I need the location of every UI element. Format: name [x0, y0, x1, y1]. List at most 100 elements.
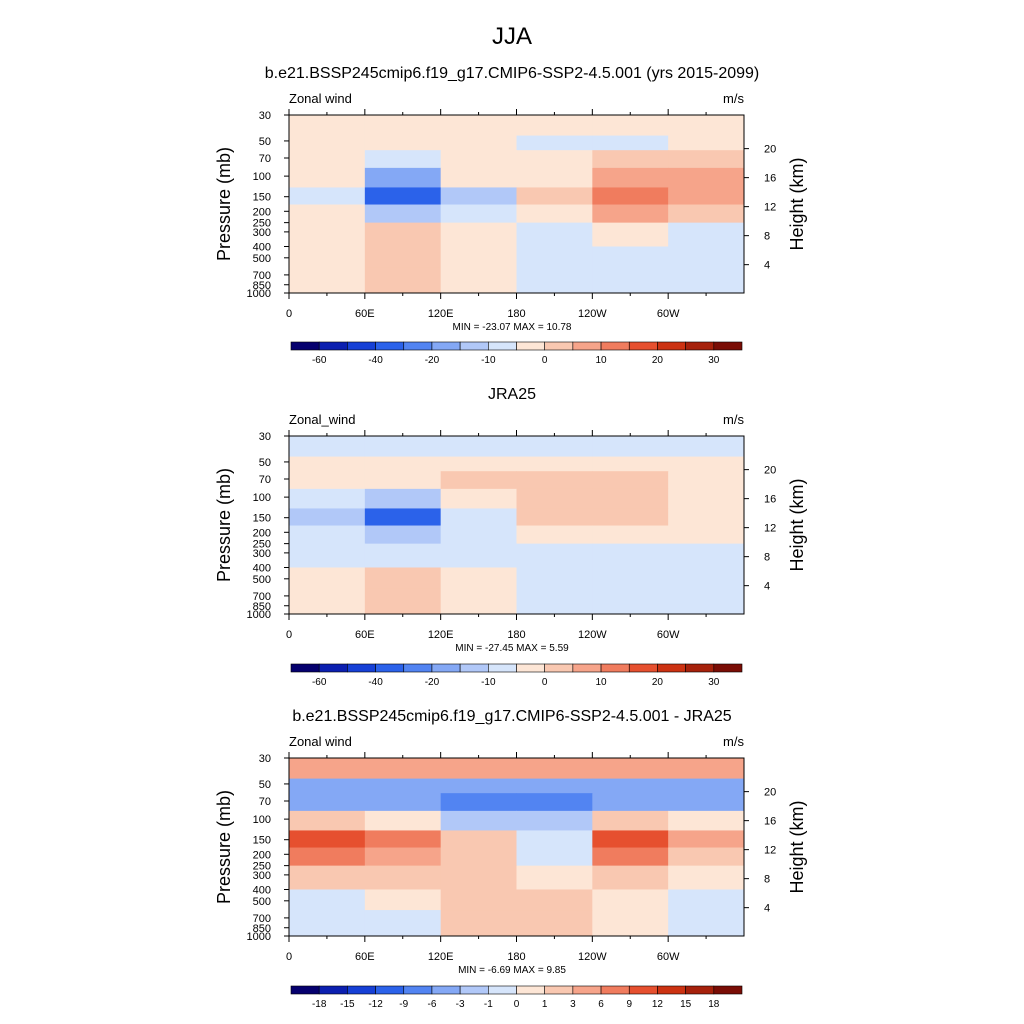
x-tick-label: 120W: [578, 308, 607, 320]
colorbar-box: [600, 341, 630, 351]
colorbar-label: -40: [368, 677, 383, 688]
field-cell: [592, 778, 669, 794]
y-tick-label: 300: [253, 870, 271, 882]
y2-tick-label: 4: [764, 260, 770, 272]
field-cell: [592, 889, 669, 911]
y-tick-label: 70: [259, 474, 271, 486]
colorbar-box: [657, 341, 686, 351]
colorbar: -60 -40 -20 -10 0 10 20 30: [290, 341, 743, 366]
field-cell: [516, 204, 593, 224]
field-cell: [592, 135, 669, 151]
colorbar-box: [572, 985, 602, 995]
field-cell: [516, 865, 593, 890]
field-cell: [440, 436, 517, 458]
field-cell: [364, 793, 442, 812]
colorbar-label: 18: [708, 999, 720, 1010]
field-cell: [289, 115, 366, 137]
field-cell: [364, 488, 442, 509]
field-cell: [289, 910, 366, 937]
field-cell: [668, 135, 745, 151]
min-max-text: MIN = -23.07 MAX = 10.78: [453, 322, 572, 333]
colorbar-box: [488, 341, 517, 351]
y-tick-label: 700: [253, 913, 271, 925]
colorbar-label: -20: [425, 677, 440, 688]
field-cell: [289, 488, 366, 509]
field-cell: [592, 810, 669, 831]
field-cell: [592, 830, 669, 849]
y2-tick-label: 20: [764, 144, 776, 156]
field-cell: [516, 847, 593, 867]
colorbar-label: 1: [542, 999, 548, 1010]
field-cell: [364, 167, 442, 188]
field-cell: [364, 204, 442, 224]
colorbar-label: -18: [312, 999, 327, 1010]
field-cell: [364, 471, 442, 490]
colorbar: -18 -15 -12 -9 -6 -3 -1 0 1 3 6 9 12 15 18: [290, 985, 743, 1010]
field-cell: [516, 588, 593, 615]
x-tick-label: 60W: [657, 951, 680, 963]
field-cell: [516, 222, 593, 247]
field-cell: [668, 508, 745, 527]
y-tick-label: 100: [253, 171, 271, 183]
field-cell: [440, 456, 517, 472]
field-cell: [289, 830, 366, 849]
colorbar-box: [375, 985, 405, 995]
field-cell: [289, 889, 366, 911]
y-tick-label: 150: [253, 192, 271, 204]
field-cell: [592, 246, 669, 268]
colorbar-label: -9: [399, 999, 408, 1010]
colorbar-label: -60: [312, 677, 327, 688]
colorbar-label: -3: [456, 999, 465, 1010]
y2-tick-label: 16: [764, 494, 776, 506]
y-axis-label: Pressure (mb): [214, 468, 234, 582]
field-cell: [516, 508, 593, 527]
colorbar-box: [347, 985, 376, 995]
y-tick-label: 500: [253, 253, 271, 265]
y-tick-label: 200: [253, 849, 271, 861]
colorbar-box: [713, 985, 743, 995]
field-cell: [592, 910, 669, 937]
y-tick-label: 850: [253, 601, 271, 613]
field-cell: [516, 910, 593, 937]
field-cell: [592, 525, 669, 545]
y-tick-label: 150: [253, 513, 271, 525]
field-cell: [364, 135, 442, 151]
colorbar-label: -10: [481, 677, 496, 688]
field-cell: [516, 167, 593, 188]
field-cell: [440, 246, 517, 268]
field-cell: [668, 588, 745, 615]
field-cell: [440, 588, 517, 615]
colorbar-label: 10: [596, 355, 608, 366]
panel-title: JRA25: [488, 386, 536, 403]
y-tick-label: 250: [253, 539, 271, 551]
field-cell: [440, 187, 517, 206]
field-cell: [668, 758, 745, 780]
field-cell: [592, 456, 669, 472]
colorbar-box: [544, 985, 574, 995]
field-cell: [668, 525, 745, 545]
colorbar-box: [628, 663, 658, 673]
field-cell: [440, 810, 517, 831]
colorbar-label: -12: [368, 999, 383, 1010]
field-cell: [440, 525, 517, 545]
field-cell: [592, 543, 669, 568]
field-cell: [364, 436, 442, 458]
field-cell: [516, 471, 593, 490]
field-cell: [516, 778, 593, 794]
field-cell: [668, 204, 745, 224]
x-tick-label: 120W: [578, 951, 607, 963]
y-tick-label: 1000: [247, 931, 271, 943]
y-tick-label: 500: [253, 574, 271, 586]
units-label: m/s: [723, 734, 744, 749]
field-cell: [364, 588, 442, 615]
field-cell: [592, 847, 669, 867]
x-tick-label: 60W: [657, 308, 680, 320]
field-cell: [289, 758, 366, 780]
colorbar-box: [431, 341, 461, 351]
field-cell: [440, 135, 517, 151]
colorbar-box: [347, 341, 376, 351]
colorbar-box: [544, 663, 574, 673]
colorbar-box: [628, 985, 658, 995]
y-tick-label: 400: [253, 241, 271, 253]
